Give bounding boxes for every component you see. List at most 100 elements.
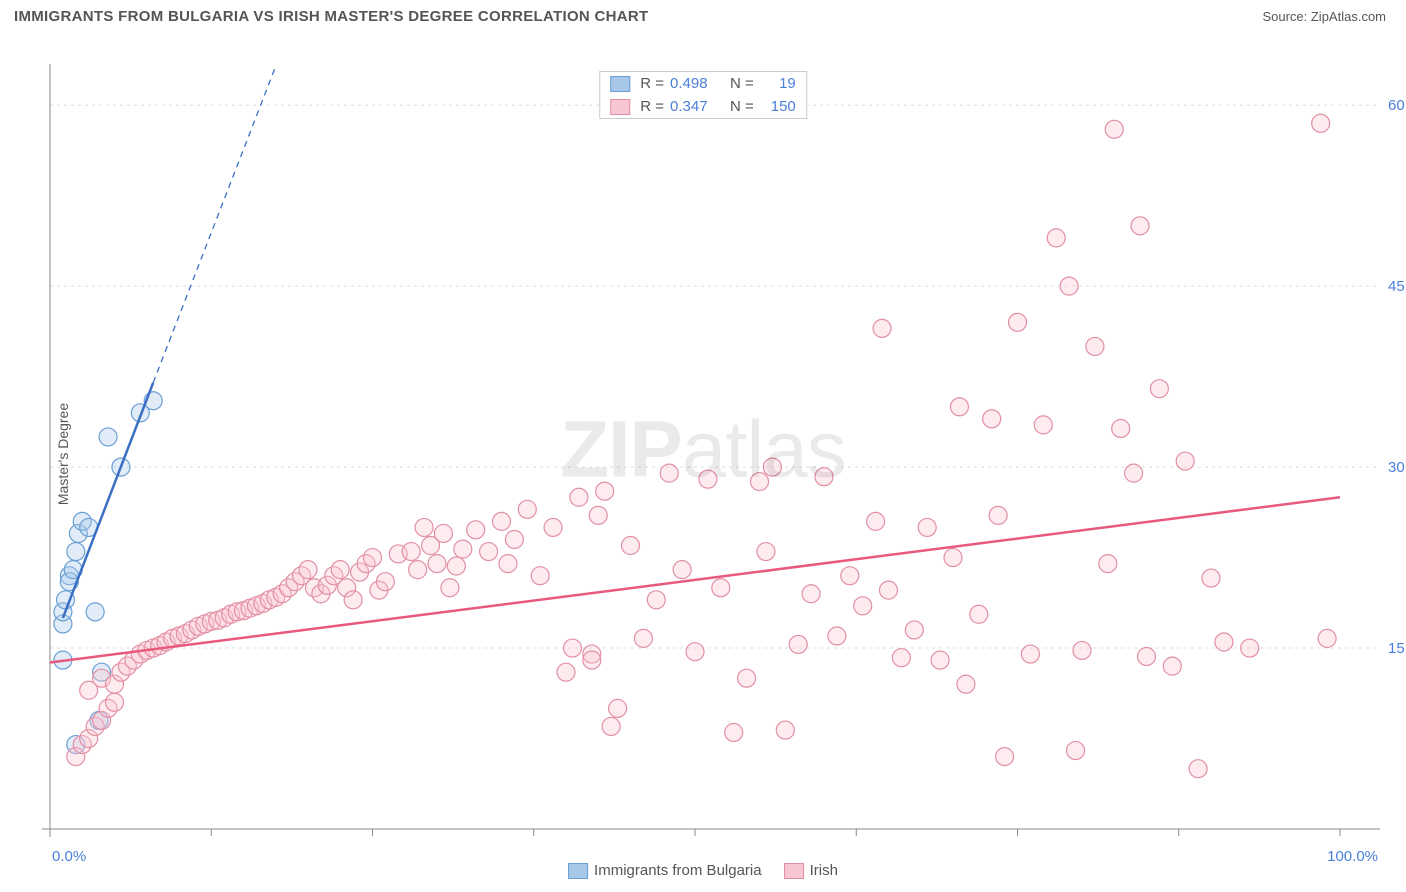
data-point bbox=[873, 319, 891, 337]
data-point bbox=[454, 540, 472, 558]
x-tick-label: 100.0% bbox=[1327, 848, 1378, 865]
data-point bbox=[1215, 633, 1233, 651]
data-point bbox=[1047, 229, 1065, 247]
data-point bbox=[570, 488, 588, 506]
data-point bbox=[409, 561, 427, 579]
data-point bbox=[950, 398, 968, 416]
data-point bbox=[686, 643, 704, 661]
trend-line bbox=[63, 383, 153, 618]
data-point bbox=[583, 651, 601, 669]
r-label: R = bbox=[640, 98, 664, 115]
data-point bbox=[1312, 114, 1330, 132]
data-point bbox=[518, 500, 536, 518]
data-point bbox=[957, 675, 975, 693]
legend-label: Irish bbox=[810, 862, 838, 879]
data-point bbox=[1067, 742, 1085, 760]
data-point bbox=[1318, 629, 1336, 647]
source-label: Source: ZipAtlas.com bbox=[1262, 9, 1386, 24]
legend-item: Immigrants from Bulgaria bbox=[568, 862, 762, 879]
y-tick-label: 60.0% bbox=[1388, 97, 1406, 114]
y-tick-label: 45.0% bbox=[1388, 278, 1406, 295]
y-tick-label: 15.0% bbox=[1388, 640, 1406, 657]
r-value: 0.498 bbox=[670, 75, 720, 92]
data-point bbox=[757, 543, 775, 561]
trend-line bbox=[50, 497, 1340, 662]
data-point bbox=[763, 458, 781, 476]
data-point bbox=[931, 651, 949, 669]
data-point bbox=[467, 521, 485, 539]
data-point bbox=[402, 543, 420, 561]
scatter-chart: 0.0%100.0%15.0%30.0%45.0%60.0% bbox=[0, 29, 1406, 869]
header: IMMIGRANTS FROM BULGARIA VS IRISH MASTER… bbox=[0, 0, 1406, 29]
data-point bbox=[738, 669, 756, 687]
data-point bbox=[802, 585, 820, 603]
data-point bbox=[918, 518, 936, 536]
legend-swatch bbox=[610, 99, 630, 115]
data-point bbox=[892, 649, 910, 667]
data-point bbox=[1189, 760, 1207, 778]
trend-line-extension bbox=[153, 69, 274, 383]
data-point bbox=[634, 629, 652, 647]
data-point bbox=[1060, 277, 1078, 295]
data-point bbox=[609, 699, 627, 717]
data-point bbox=[880, 581, 898, 599]
legend-label: Immigrants from Bulgaria bbox=[594, 862, 762, 879]
data-point bbox=[447, 557, 465, 575]
data-point bbox=[1034, 416, 1052, 434]
data-point bbox=[99, 428, 117, 446]
n-value: 150 bbox=[760, 98, 796, 115]
n-value: 19 bbox=[760, 75, 796, 92]
data-point bbox=[725, 723, 743, 741]
data-point bbox=[1009, 313, 1027, 331]
legend-swatch bbox=[610, 76, 630, 92]
correlation-row: R = 0.498 N = 19 bbox=[600, 72, 806, 95]
legend-item: Irish bbox=[784, 862, 838, 879]
data-point bbox=[983, 410, 1001, 428]
n-label: N = bbox=[730, 75, 754, 92]
data-point bbox=[364, 549, 382, 567]
data-point bbox=[106, 693, 124, 711]
data-point bbox=[1073, 641, 1091, 659]
data-point bbox=[1138, 647, 1156, 665]
data-point bbox=[854, 597, 872, 615]
data-point bbox=[331, 561, 349, 579]
data-point bbox=[789, 635, 807, 653]
correlation-legend: R =0.498N =19R =0.347N =150 bbox=[599, 71, 807, 119]
data-point bbox=[647, 591, 665, 609]
data-point bbox=[1241, 639, 1259, 657]
data-point bbox=[699, 470, 717, 488]
data-point bbox=[376, 573, 394, 591]
data-point bbox=[751, 473, 769, 491]
data-point bbox=[1131, 217, 1149, 235]
data-point bbox=[867, 512, 885, 530]
legend-swatch bbox=[568, 863, 588, 879]
data-point bbox=[970, 605, 988, 623]
data-point bbox=[1105, 120, 1123, 138]
data-point bbox=[480, 543, 498, 561]
chart-container: Master's Degree ZIPatlas 0.0%100.0%15.0%… bbox=[0, 29, 1406, 879]
data-point bbox=[86, 603, 104, 621]
data-point bbox=[673, 561, 691, 579]
data-point bbox=[544, 518, 562, 536]
data-point bbox=[944, 549, 962, 567]
data-point bbox=[493, 512, 511, 530]
r-label: R = bbox=[640, 75, 664, 92]
data-point bbox=[531, 567, 549, 585]
data-point bbox=[1125, 464, 1143, 482]
data-point bbox=[441, 579, 459, 597]
data-point bbox=[776, 721, 794, 739]
data-point bbox=[505, 530, 523, 548]
data-point bbox=[622, 537, 640, 555]
data-point bbox=[1202, 569, 1220, 587]
data-point bbox=[499, 555, 517, 573]
data-point bbox=[1150, 380, 1168, 398]
data-point bbox=[905, 621, 923, 639]
data-point bbox=[996, 748, 1014, 766]
y-tick-label: 30.0% bbox=[1388, 459, 1406, 476]
data-point bbox=[67, 543, 85, 561]
data-point bbox=[1112, 419, 1130, 437]
data-point bbox=[660, 464, 678, 482]
data-point bbox=[1176, 452, 1194, 470]
data-point bbox=[428, 555, 446, 573]
data-point bbox=[1163, 657, 1181, 675]
